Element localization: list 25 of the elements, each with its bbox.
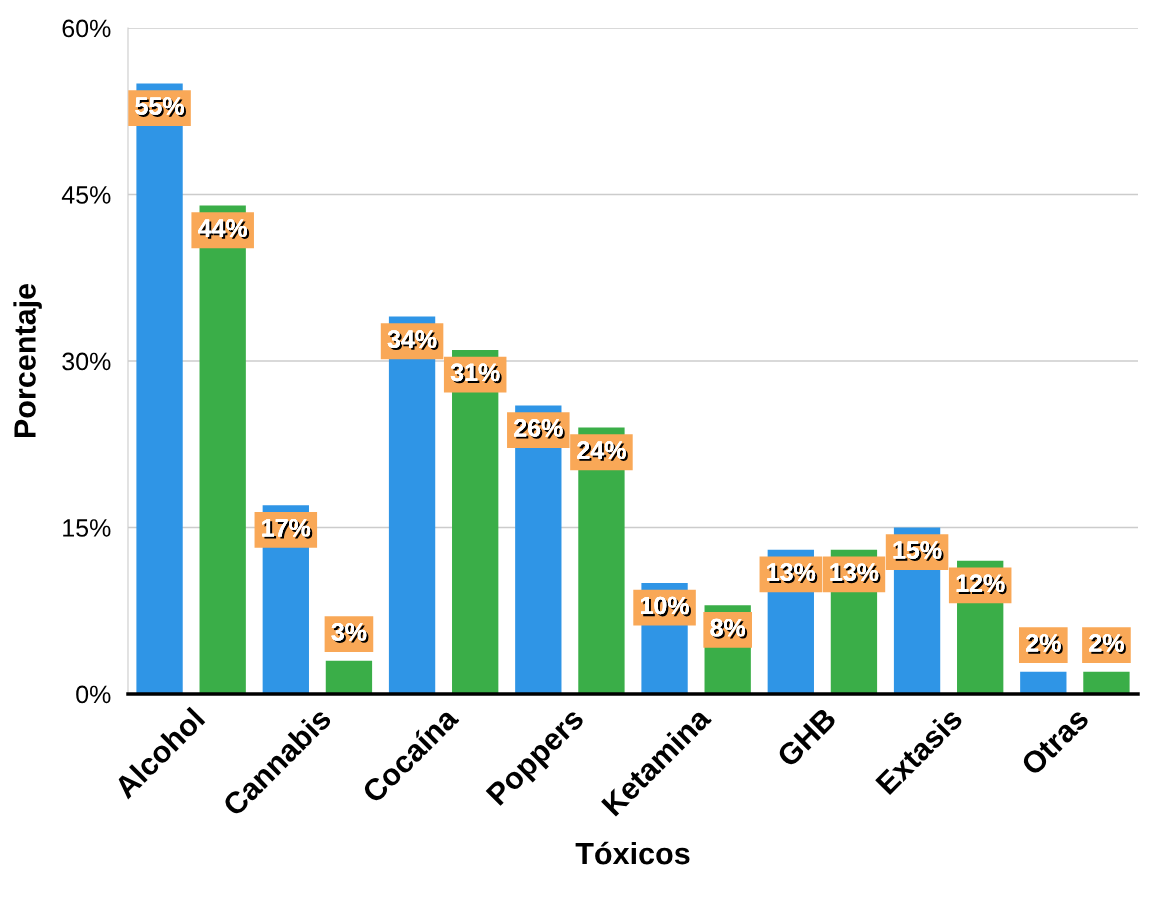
data-label: 2% — [1089, 634, 1126, 654]
data-label: 31% — [450, 363, 502, 384]
data-label: 8% — [710, 618, 748, 639]
data-label: 3% — [331, 623, 369, 643]
data-label: 2% — [1026, 634, 1063, 654]
data-label: 13% — [767, 563, 818, 584]
y-tick-label: 30% — [62, 352, 111, 371]
data-label: 44% — [198, 219, 250, 239]
x-axis-title: Tóxicos — [575, 841, 690, 865]
y-tick-label: 0% — [76, 685, 111, 704]
data-label: 15% — [893, 541, 944, 561]
data-label: 17% — [262, 519, 313, 539]
y-tick-label: 45% — [61, 186, 111, 204]
data-label: 12% — [956, 574, 1007, 595]
y-tick-label: 15% — [63, 519, 111, 537]
y-axis-title: Porcentaje — [13, 283, 42, 438]
bar — [325, 660, 373, 694]
data-label: 34% — [387, 330, 439, 351]
data-label: 24% — [577, 441, 628, 461]
data-label: 55% — [135, 97, 187, 117]
y-tick-label: 60% — [62, 19, 111, 38]
data-label: 26% — [514, 419, 565, 439]
data-label: 10% — [641, 596, 692, 617]
data-label: 13% — [830, 563, 881, 584]
bar — [1083, 671, 1130, 694]
